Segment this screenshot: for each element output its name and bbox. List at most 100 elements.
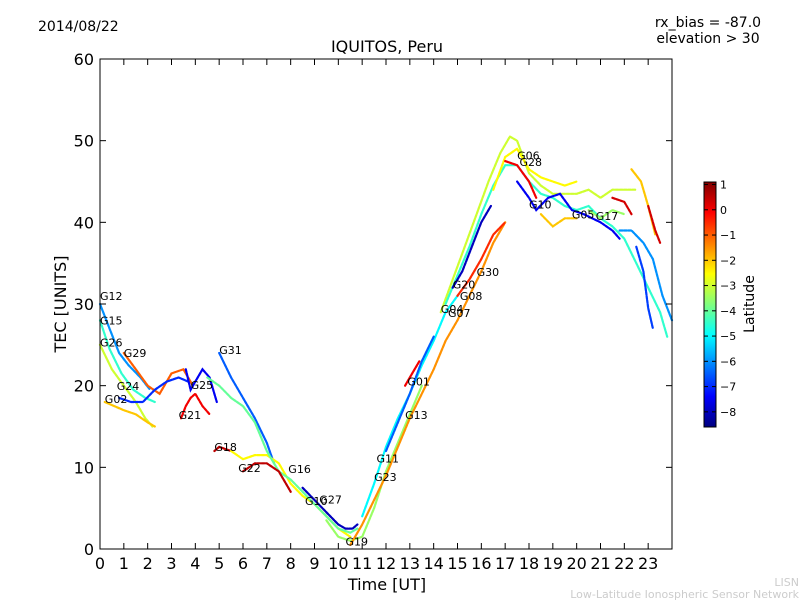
x-axis-label: Time [UT] bbox=[347, 575, 426, 594]
x-tick-label: 23 bbox=[638, 554, 658, 573]
sat-label-G06: G06 bbox=[517, 149, 540, 162]
colorbar-tick-label: 0 bbox=[720, 204, 727, 217]
series-G17b bbox=[618, 229, 674, 322]
x-tick-label: 2 bbox=[143, 554, 153, 573]
x-tick-label: 14 bbox=[423, 554, 443, 573]
y-axis-ticks: 0 10 20 30 40 50 60 bbox=[74, 50, 672, 559]
sat-label-G23: G23 bbox=[374, 471, 397, 484]
sat-label-G20: G20 bbox=[453, 279, 476, 292]
chart-title: IQUITOS, Peru bbox=[331, 37, 443, 56]
x-tick-label: 15 bbox=[447, 554, 467, 573]
x-tick-label: 22 bbox=[614, 554, 634, 573]
x-tick-label: 17 bbox=[495, 554, 515, 573]
y-tick-label: 30 bbox=[74, 295, 94, 314]
y-tick-label: 40 bbox=[74, 213, 94, 232]
x-tick-label: 11 bbox=[352, 554, 372, 573]
sat-label-G31: G31 bbox=[219, 344, 242, 357]
x-tick-label: 18 bbox=[519, 554, 539, 573]
series-G25 bbox=[184, 367, 218, 404]
plot-background bbox=[100, 59, 672, 549]
series-G21 bbox=[179, 392, 211, 420]
series-G28 bbox=[504, 160, 538, 199]
colorbar-tick-label: −6 bbox=[720, 355, 736, 368]
sat-label-G30: G30 bbox=[477, 266, 500, 279]
series-G30 bbox=[456, 221, 507, 297]
series-G27 bbox=[301, 486, 359, 530]
series-G16 bbox=[206, 376, 359, 534]
series-G10b bbox=[539, 213, 578, 228]
series-layer bbox=[98, 135, 674, 546]
x-tick-label: 12 bbox=[376, 554, 396, 573]
y-axis-label: TEC [UNITS] bbox=[51, 256, 70, 354]
x-tick-label: 7 bbox=[262, 554, 272, 573]
sat-label-G19: G19 bbox=[346, 536, 369, 549]
series-G18 bbox=[213, 445, 233, 453]
series-G17 bbox=[611, 196, 633, 216]
y-tick-label: 60 bbox=[74, 50, 94, 69]
sat-label-G04: G04 bbox=[441, 303, 464, 316]
colorbar: 1 0 −1 −2 −3 −4 −5 −6 −7 −8 Latitude bbox=[703, 179, 758, 428]
credit-short: LISN bbox=[774, 576, 799, 589]
x-tick-label: 8 bbox=[286, 554, 296, 573]
sat-label-G18: G18 bbox=[214, 441, 237, 454]
colorbar-tick-label: −7 bbox=[720, 381, 736, 394]
y-tick-label: 20 bbox=[74, 377, 94, 396]
x-tick-label: 5 bbox=[214, 554, 224, 573]
series-G29 bbox=[122, 351, 194, 396]
sat-label-G01: G01 bbox=[407, 376, 430, 389]
sat-label-G08: G08 bbox=[460, 290, 483, 303]
sat-label-G12: G12 bbox=[100, 290, 123, 303]
sat-label-G07: G07 bbox=[448, 307, 471, 320]
x-tick-label: 10 bbox=[328, 554, 348, 573]
sat-label-G02: G02 bbox=[105, 393, 128, 406]
sat-label-G13: G13 bbox=[405, 409, 428, 422]
colorbar-tick-label: −1 bbox=[720, 229, 736, 242]
sat-label-G22: G22 bbox=[238, 462, 261, 475]
sat-label-G05: G05 bbox=[572, 208, 595, 221]
colorbar-ticks: 1 0 −1 −2 −3 −4 −5 −6 −7 −8 bbox=[704, 179, 736, 419]
colorbar-tick-label: −2 bbox=[720, 254, 736, 267]
series-G26 bbox=[98, 343, 154, 428]
x-tick-label: 13 bbox=[400, 554, 420, 573]
series-G02 bbox=[103, 400, 156, 428]
x-tick-label: 21 bbox=[590, 554, 610, 573]
sat-label-G28: G28 bbox=[520, 156, 543, 169]
series-G19 bbox=[325, 384, 423, 542]
elevation-label: elevation > 30 bbox=[656, 31, 759, 47]
x-tick-label: 6 bbox=[238, 554, 248, 573]
sat-label-G26: G26 bbox=[100, 337, 123, 350]
x-tick-label: 0 bbox=[95, 554, 105, 573]
x-tick-label: 3 bbox=[166, 554, 176, 573]
x-tick-label: 1 bbox=[119, 554, 129, 573]
sat-label-G27: G27 bbox=[319, 493, 342, 506]
colorbar-tick-label: 1 bbox=[720, 179, 727, 192]
sat-label-G16: G16 bbox=[288, 463, 311, 476]
sat-label-G10: G10 bbox=[305, 495, 328, 508]
series-G31 bbox=[218, 351, 276, 465]
rx-bias-label: rx_bias = -87.0 bbox=[655, 15, 761, 31]
series-G20 bbox=[451, 204, 492, 289]
colorbar-gradient bbox=[704, 182, 716, 427]
x-tick-label: 19 bbox=[543, 554, 563, 573]
sat-label-G15: G15 bbox=[100, 314, 123, 327]
sat-label-G17: G17 bbox=[596, 210, 619, 223]
sat-label-G29: G29 bbox=[124, 347, 147, 360]
sat-label-G11: G11 bbox=[377, 452, 400, 465]
x-tick-label: 20 bbox=[566, 554, 586, 573]
sat-label-G10: G10 bbox=[529, 198, 552, 211]
colorbar-label: Latitude bbox=[742, 275, 758, 333]
series-G01 bbox=[404, 360, 421, 387]
series-G08 bbox=[444, 164, 669, 338]
y-tick-label: 0 bbox=[84, 540, 94, 559]
x-tick-label: 9 bbox=[309, 554, 319, 573]
colorbar-frame bbox=[703, 181, 717, 428]
x-axis-ticks: 0 1 2 3 4 5 6 7 8 9 10 11 12 13 14 15 16 17 18 19 20 21 22 23 bbox=[95, 59, 658, 573]
series-G10 bbox=[516, 180, 621, 240]
date-label: 2014/08/22 bbox=[38, 19, 119, 35]
series-G17e bbox=[647, 204, 662, 244]
y-tick-label: 50 bbox=[74, 132, 94, 151]
sat-label-G24: G24 bbox=[117, 380, 140, 393]
credit-long: Low-Latitude Ionospheric Sensor Network bbox=[570, 588, 799, 600]
